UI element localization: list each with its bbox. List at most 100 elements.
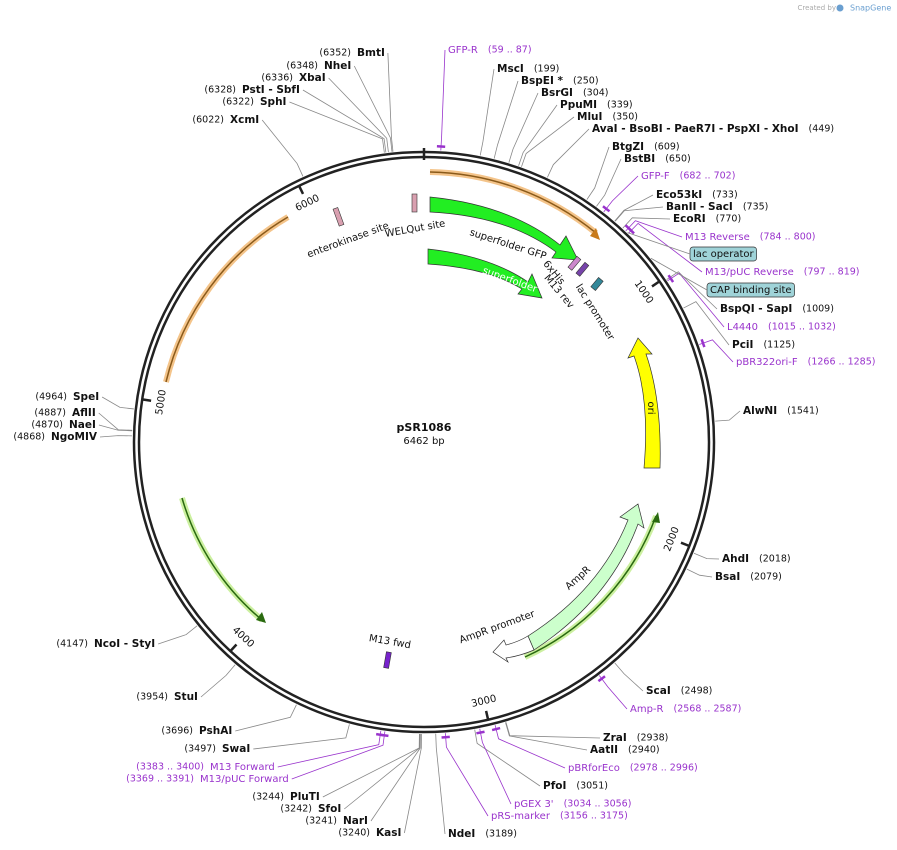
site-position: (199) [534, 64, 560, 75]
leader-line [98, 412, 133, 431]
leader-line [686, 568, 713, 578]
leader-line [586, 146, 610, 200]
feature-box-label: lac operator [693, 249, 754, 260]
feature-label: enterokinase site [306, 221, 391, 261]
scale-label: 2000 [662, 525, 682, 553]
leader-line [479, 728, 512, 805]
leader-line [547, 128, 590, 178]
site-name: AhdI [722, 553, 749, 565]
site-position: (3242) [280, 804, 312, 815]
site-position: (350) [612, 112, 638, 123]
feature-label: WELQut site [384, 218, 446, 239]
site-name: M13/pUC Reverse [705, 267, 794, 278]
site-name: PpuMI [560, 99, 597, 111]
arrowhead [652, 512, 660, 523]
leader-line [622, 217, 671, 229]
site-position: (2978 .. 2996) [630, 763, 698, 774]
leader-line [715, 410, 741, 422]
site-name: SphI [260, 96, 286, 108]
leader-line [99, 435, 133, 438]
leader-line [403, 733, 422, 834]
site-position: (735) [743, 202, 769, 213]
site-name: M13/pUC Forward [200, 774, 289, 785]
leader-line [614, 206, 664, 222]
created-by: Created by [797, 4, 836, 12]
site-name: MscI [497, 63, 524, 75]
site-position: (2079) [750, 572, 782, 583]
orange-arc-line [165, 216, 289, 383]
site-name: BstBI [624, 153, 655, 165]
site-position: (6352) [319, 48, 351, 59]
site-position: (2568 .. 2587) [674, 704, 742, 715]
site-name: NgoMIV [51, 431, 98, 443]
site-name: NheI [324, 60, 351, 72]
site-position: (304) [583, 88, 609, 99]
primer-mark [602, 205, 611, 213]
site-name: SpeI [73, 391, 99, 403]
site-name: pBRforEco [568, 763, 620, 774]
enterokinase-mark [332, 207, 345, 227]
site-position: (3497) [184, 744, 216, 755]
site-name: GFP-F [641, 171, 670, 182]
leader-line [474, 729, 541, 787]
m13fwd-mark [383, 651, 392, 669]
site-position: (4870) [31, 420, 63, 431]
leader-line [614, 194, 654, 222]
primer-mark [597, 675, 606, 683]
m13rev-mark [575, 261, 590, 277]
scale-label: 5000 [154, 389, 169, 416]
site-position: (250) [573, 76, 599, 87]
site-name: SfoI [318, 803, 341, 815]
leader-line [505, 722, 601, 739]
site-name: pBR322ori-F [736, 357, 798, 368]
site-position: (682 .. 702) [680, 171, 736, 182]
site-position: (449) [809, 124, 835, 135]
primer-mark [700, 338, 706, 348]
site-name: pGEX 3' [514, 799, 554, 810]
site-name: BspQI - SapI [720, 303, 792, 315]
leader-line [353, 65, 393, 152]
site-position: (1541) [787, 406, 819, 417]
site-name: NdeI [448, 828, 475, 840]
site-name: KasI [376, 827, 401, 839]
brand: SnapGene [850, 4, 891, 13]
scale-tick [651, 280, 661, 288]
leader-line [650, 257, 708, 291]
primer-mark [441, 735, 450, 739]
leader-line [596, 158, 622, 207]
primer-mark [380, 733, 389, 738]
site-position: (609) [654, 142, 680, 153]
feature-label: ori [645, 401, 656, 414]
site-position: (3369 .. 3391) [126, 774, 194, 785]
site-position: (1266 .. 1285) [808, 357, 876, 368]
scale-label: 1000 [632, 279, 655, 306]
leader-line [261, 119, 304, 177]
site-position: (3240) [338, 828, 370, 839]
leader-line [683, 301, 730, 346]
gfp-arrow [429, 196, 579, 261]
site-position: (770) [716, 214, 742, 225]
site-position: (1125) [763, 340, 795, 351]
site-name: Eco53kI [656, 189, 702, 201]
leader-line [479, 68, 495, 156]
site-name: ScaI [646, 685, 671, 697]
brand-icon [836, 4, 844, 12]
feature-box-label: CAP binding site [710, 285, 792, 296]
leader-line [277, 730, 382, 768]
site-name: BsrGI [541, 87, 573, 99]
site-name: StuI [174, 691, 198, 703]
orange-arc [163, 214, 290, 383]
site-name: Amp-R [630, 704, 664, 715]
site-name: ZraI [603, 732, 627, 744]
primer-mark [667, 274, 675, 283]
welqut-mark [411, 193, 418, 213]
leader-line [253, 724, 350, 750]
leader-line [158, 625, 198, 645]
site-position: (2498) [681, 686, 713, 697]
primer-mark [491, 726, 501, 732]
site-name: AvaI - BsoBI - PaeR7I - PspXI - XhoI [592, 123, 799, 135]
scale-tick [297, 185, 305, 195]
site-name: M13 Forward [210, 762, 275, 773]
site-name: GFP-R [448, 45, 478, 56]
leader-line [235, 704, 297, 732]
